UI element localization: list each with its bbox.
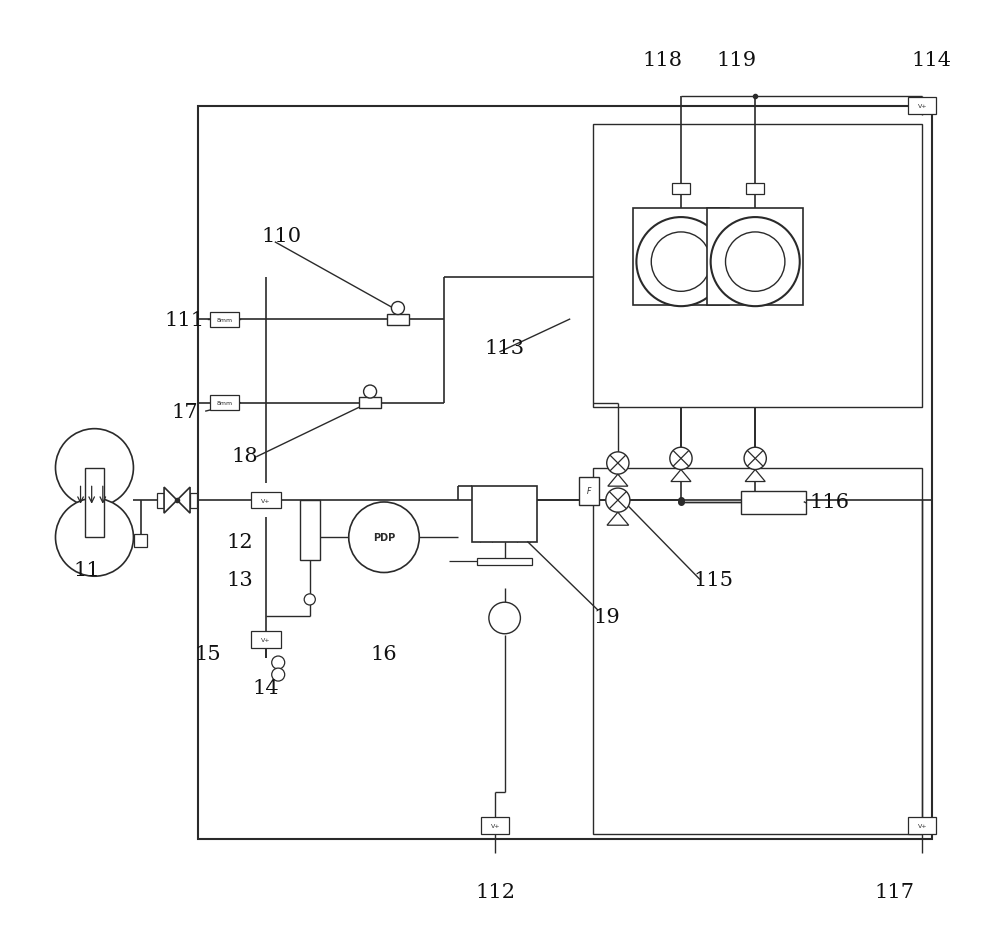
Bar: [251, 492, 281, 509]
Bar: [707, 209, 803, 306]
Bar: [672, 184, 690, 195]
Circle shape: [606, 489, 630, 513]
Circle shape: [651, 233, 711, 292]
Bar: [481, 818, 509, 834]
Circle shape: [304, 594, 315, 605]
Text: 17: 17: [171, 402, 198, 421]
Circle shape: [670, 448, 692, 470]
Circle shape: [272, 656, 285, 669]
Text: 118: 118: [642, 51, 682, 70]
Circle shape: [726, 233, 785, 292]
Text: V+: V+: [917, 823, 927, 829]
Bar: [908, 818, 936, 834]
Bar: [134, 535, 147, 547]
Bar: [477, 558, 532, 565]
Text: 8mm: 8mm: [216, 317, 232, 323]
Text: 15: 15: [194, 644, 221, 663]
Text: 115: 115: [693, 570, 733, 589]
Circle shape: [744, 448, 766, 470]
Bar: [908, 98, 936, 115]
Bar: [746, 184, 764, 195]
Circle shape: [711, 218, 800, 307]
Circle shape: [607, 452, 629, 475]
Polygon shape: [164, 488, 190, 514]
Text: 11: 11: [74, 561, 100, 579]
Text: 112: 112: [475, 883, 515, 901]
Circle shape: [55, 499, 133, 577]
Bar: [579, 477, 599, 505]
Circle shape: [489, 603, 520, 634]
Text: 114: 114: [912, 51, 952, 70]
Polygon shape: [671, 470, 691, 482]
Text: 16: 16: [371, 644, 397, 663]
Polygon shape: [608, 475, 628, 487]
Text: 18: 18: [231, 447, 258, 465]
Bar: [85, 468, 104, 538]
Text: 8mm: 8mm: [216, 400, 232, 406]
Bar: [300, 501, 320, 561]
Circle shape: [349, 502, 419, 573]
Text: 111: 111: [164, 311, 205, 329]
Text: 19: 19: [593, 607, 620, 626]
Circle shape: [272, 668, 285, 681]
Text: V+: V+: [261, 498, 271, 503]
Text: 14: 14: [253, 679, 279, 697]
Text: 113: 113: [485, 338, 525, 357]
Text: V+: V+: [261, 637, 271, 642]
Bar: [198, 107, 932, 839]
Text: 13: 13: [227, 570, 254, 589]
Text: 119: 119: [717, 51, 757, 70]
Bar: [472, 487, 537, 542]
Bar: [251, 631, 281, 648]
Circle shape: [364, 386, 377, 399]
Bar: [633, 209, 729, 306]
Bar: [157, 493, 164, 508]
Polygon shape: [745, 470, 765, 482]
Bar: [593, 125, 922, 408]
Bar: [741, 491, 806, 514]
Text: 117: 117: [874, 883, 914, 901]
Bar: [593, 468, 922, 834]
Circle shape: [391, 302, 404, 315]
Bar: [190, 493, 197, 508]
Text: 116: 116: [809, 493, 849, 512]
Text: F: F: [587, 487, 591, 496]
Circle shape: [55, 429, 133, 507]
Bar: [210, 312, 239, 327]
Text: PDP: PDP: [373, 533, 395, 542]
Bar: [387, 314, 409, 325]
Circle shape: [636, 218, 726, 307]
Polygon shape: [607, 513, 629, 526]
Bar: [210, 396, 239, 411]
Bar: [359, 398, 381, 409]
Text: V+: V+: [917, 104, 927, 109]
Text: V+: V+: [491, 823, 500, 829]
Text: 110: 110: [262, 227, 302, 246]
Text: 12: 12: [227, 533, 253, 552]
